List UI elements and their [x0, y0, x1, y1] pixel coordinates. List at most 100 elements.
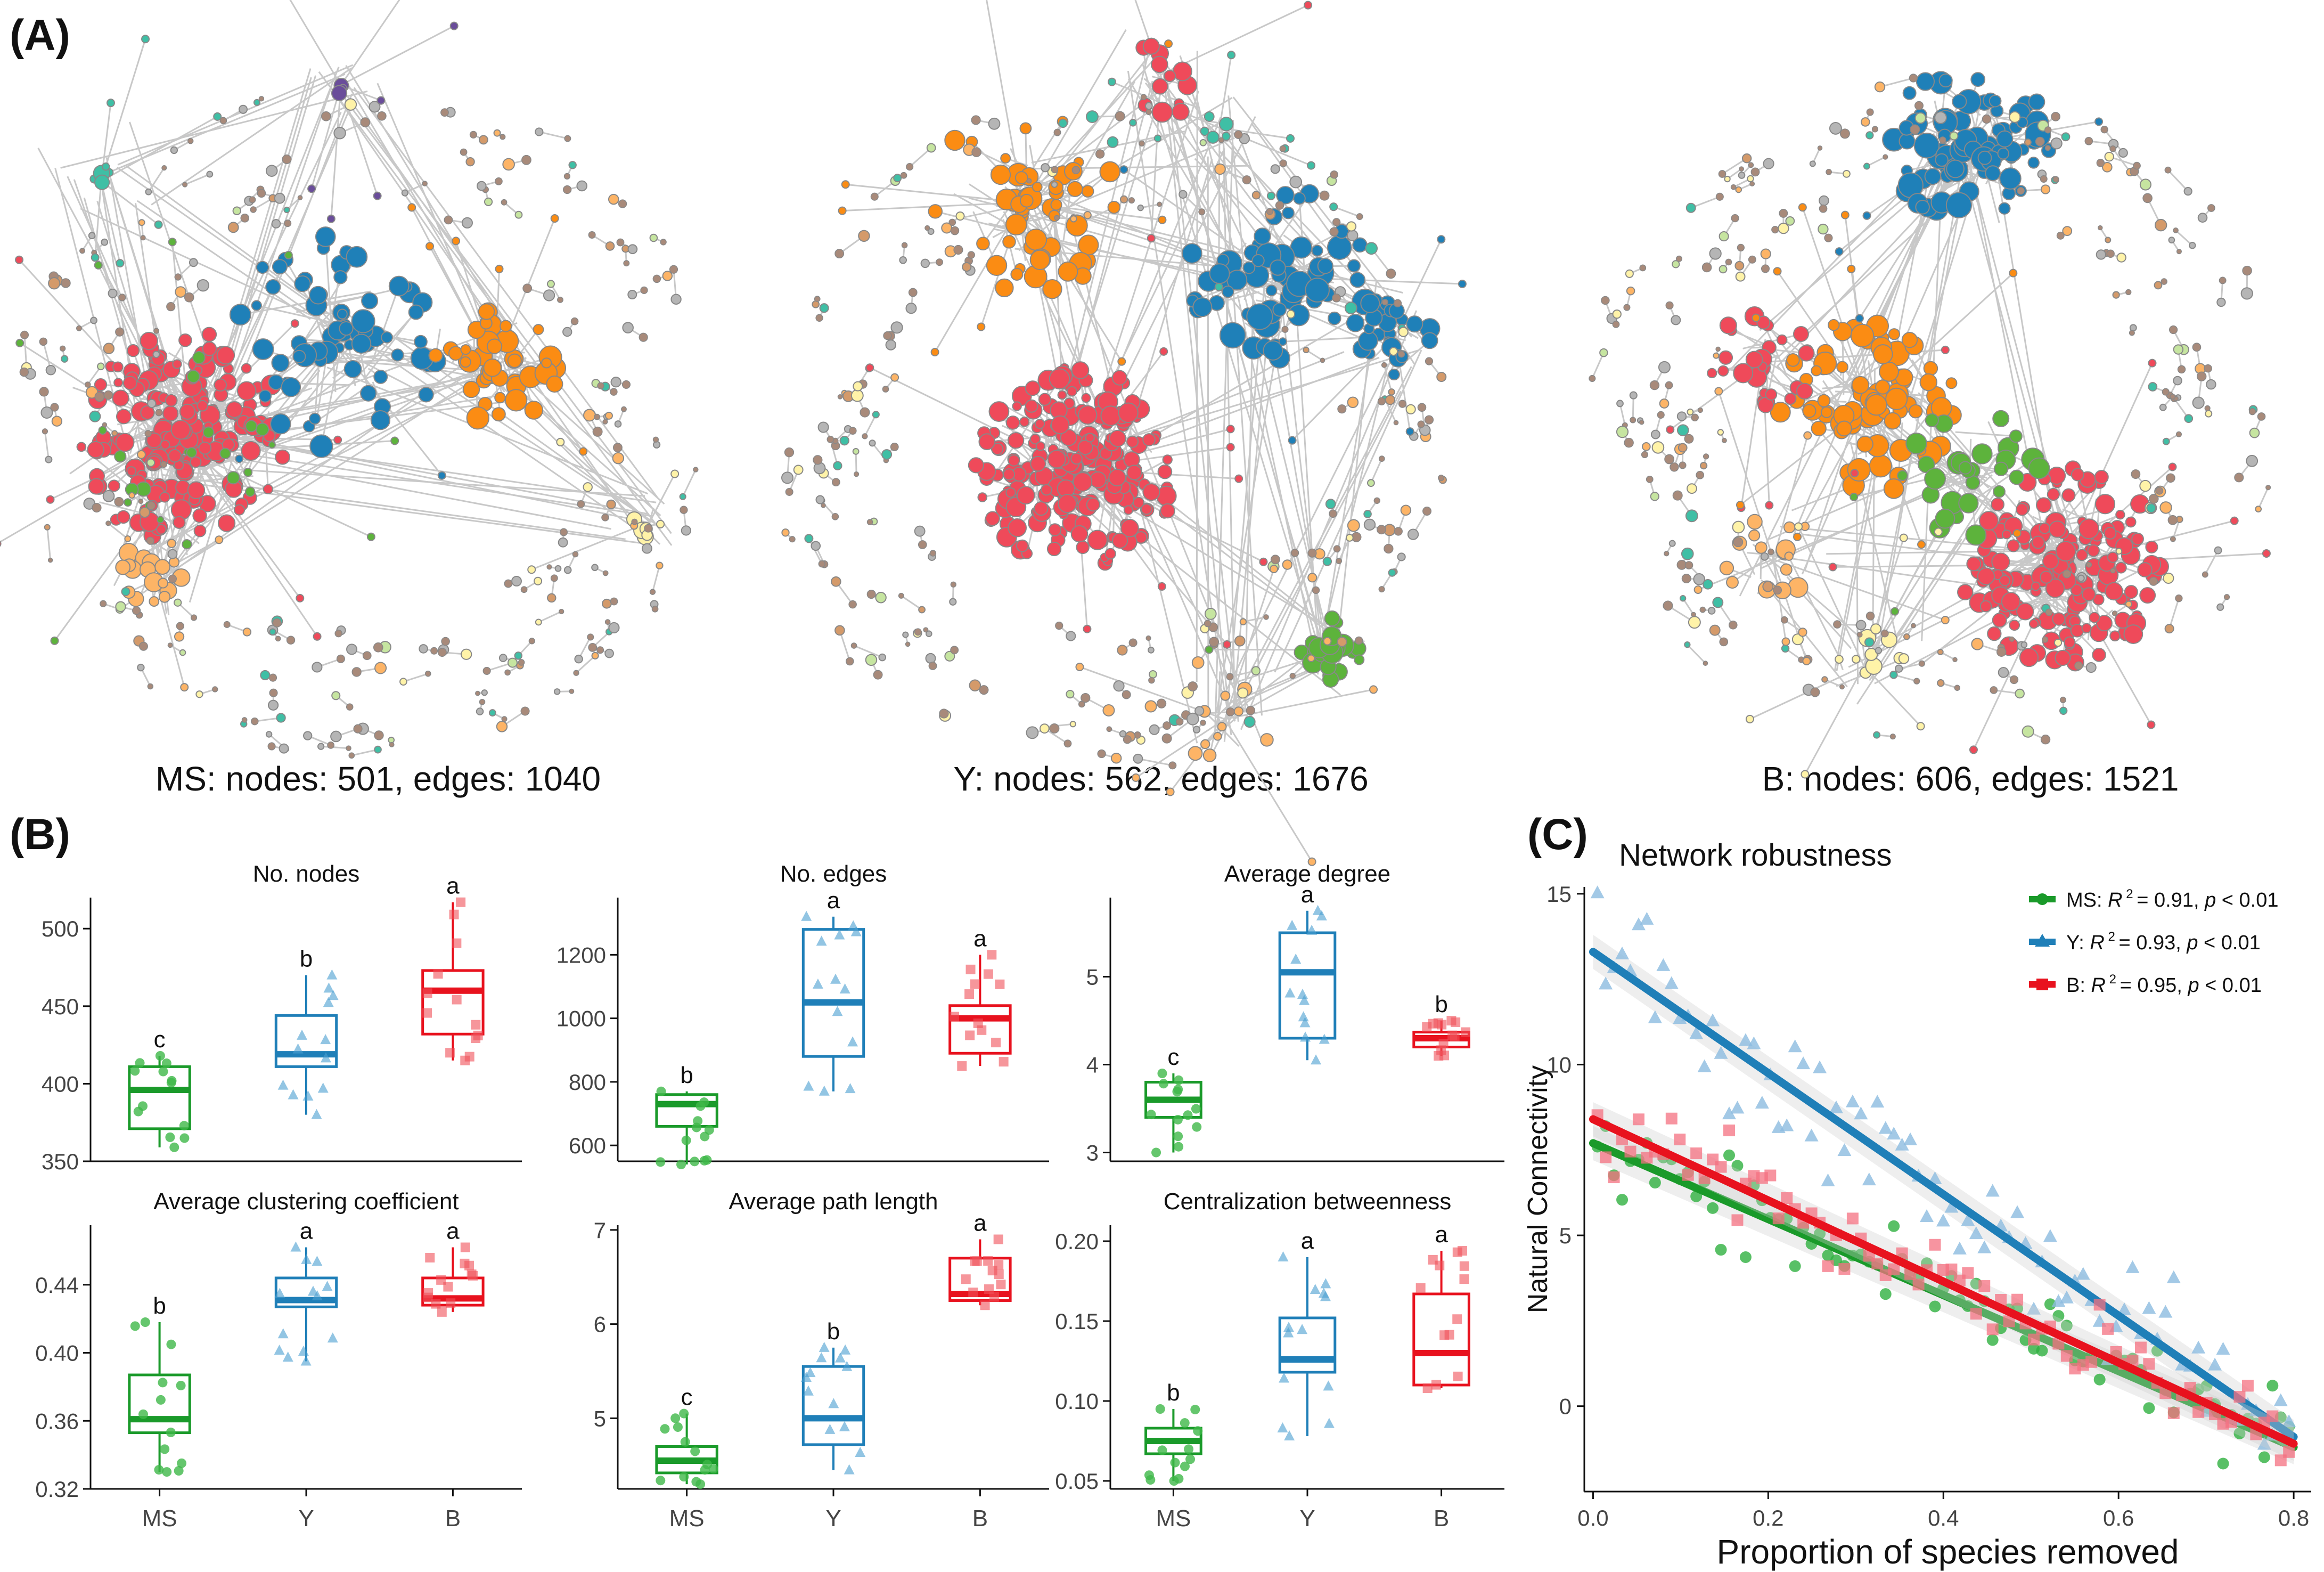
network-node	[116, 259, 125, 268]
network-node	[1063, 739, 1072, 748]
data-point	[1903, 1132, 1918, 1145]
network-node	[124, 535, 132, 542]
network-node	[2042, 553, 2059, 570]
network-node	[294, 275, 311, 292]
data-point	[1789, 1260, 1801, 1272]
network-node	[949, 598, 957, 606]
network-node	[1949, 131, 1959, 141]
regression-line	[1589, 1115, 2298, 1448]
network-node	[1945, 377, 1958, 389]
data-point	[1854, 1106, 1868, 1120]
network-node	[2039, 522, 2051, 534]
network-node	[1046, 541, 1062, 557]
network-node	[950, 581, 956, 588]
data-point	[165, 1132, 175, 1142]
box	[274, 1014, 338, 1068]
network-node	[1003, 468, 1016, 480]
data-point	[2166, 1270, 2181, 1283]
network-node	[929, 550, 937, 557]
network-node	[1748, 530, 1761, 542]
network-node	[1363, 510, 1372, 518]
data-point	[449, 909, 459, 919]
data-point	[2010, 1205, 2025, 1218]
network-node	[1188, 681, 1198, 691]
network-node	[1828, 563, 1837, 572]
data-point	[1936, 1213, 1950, 1227]
network-node	[1219, 322, 1246, 349]
network-node	[2086, 561, 2092, 568]
network-node	[272, 618, 282, 628]
data-point	[1615, 946, 1630, 959]
network-node	[501, 716, 508, 722]
data-point	[1590, 885, 1605, 899]
network-node	[1083, 211, 1092, 219]
network-node	[1417, 403, 1427, 412]
network-node	[157, 516, 165, 524]
data-point	[800, 1371, 812, 1382]
network-node	[1328, 311, 1341, 325]
network-node	[2262, 549, 2271, 558]
network-edge	[1370, 458, 1383, 484]
network-node	[251, 717, 259, 726]
network-node	[1891, 607, 1900, 616]
network-node	[115, 433, 135, 452]
network-node	[428, 348, 443, 363]
network-edge	[652, 565, 660, 592]
network-node	[1836, 420, 1852, 437]
network-node	[577, 500, 585, 508]
network-node	[1856, 436, 1873, 453]
network-node	[1393, 299, 1402, 307]
network-node	[2050, 137, 2063, 150]
network-node	[1417, 420, 1425, 428]
data-point	[1837, 1143, 1852, 1156]
data-point	[961, 1274, 971, 1284]
network-edge	[538, 131, 568, 140]
data-point	[1310, 1284, 1321, 1294]
network-node	[905, 303, 917, 314]
network-node	[1707, 368, 1717, 379]
network-node	[381, 331, 393, 344]
network-node	[1763, 158, 1774, 169]
network-node	[520, 706, 530, 716]
network-node	[1909, 74, 1918, 83]
data-point	[2093, 1299, 2106, 1311]
network-node	[1784, 393, 1797, 405]
network-node	[616, 238, 625, 247]
data-point	[1962, 1267, 1974, 1279]
data-point	[460, 1242, 470, 1252]
data-point	[1318, 1288, 1329, 1298]
network-node	[2104, 151, 2114, 162]
network-node	[2125, 289, 2132, 296]
data-point	[1895, 1137, 1909, 1151]
network-node	[326, 214, 335, 223]
network-node	[1870, 623, 1881, 635]
network-node	[785, 487, 793, 496]
network-node	[1281, 325, 1289, 333]
network-node	[1990, 686, 1998, 694]
network-edge	[845, 183, 1023, 203]
data-point	[2142, 1301, 2156, 1314]
data-point	[1969, 1226, 1983, 1240]
network-node	[1346, 230, 1359, 241]
data-point	[1452, 1314, 1462, 1324]
data-point	[1459, 1274, 1469, 1284]
data-point	[155, 1051, 165, 1061]
data-point	[158, 1066, 168, 1077]
network-node	[481, 689, 488, 696]
network-node	[422, 181, 428, 186]
network-node	[156, 524, 167, 535]
data-point	[1715, 1161, 1727, 1173]
data-point	[1829, 1100, 1843, 1113]
network-node	[486, 338, 503, 354]
network-node	[592, 426, 603, 437]
network-node	[351, 333, 372, 354]
network-node	[1421, 332, 1438, 349]
network-node	[927, 228, 935, 235]
network-node	[2248, 408, 2256, 416]
network-node	[1199, 139, 1207, 146]
data-point	[841, 1361, 853, 1371]
network-node	[976, 237, 990, 251]
network-node	[2017, 186, 2025, 195]
network-edge	[1316, 341, 1373, 675]
network-node	[1106, 726, 1112, 732]
